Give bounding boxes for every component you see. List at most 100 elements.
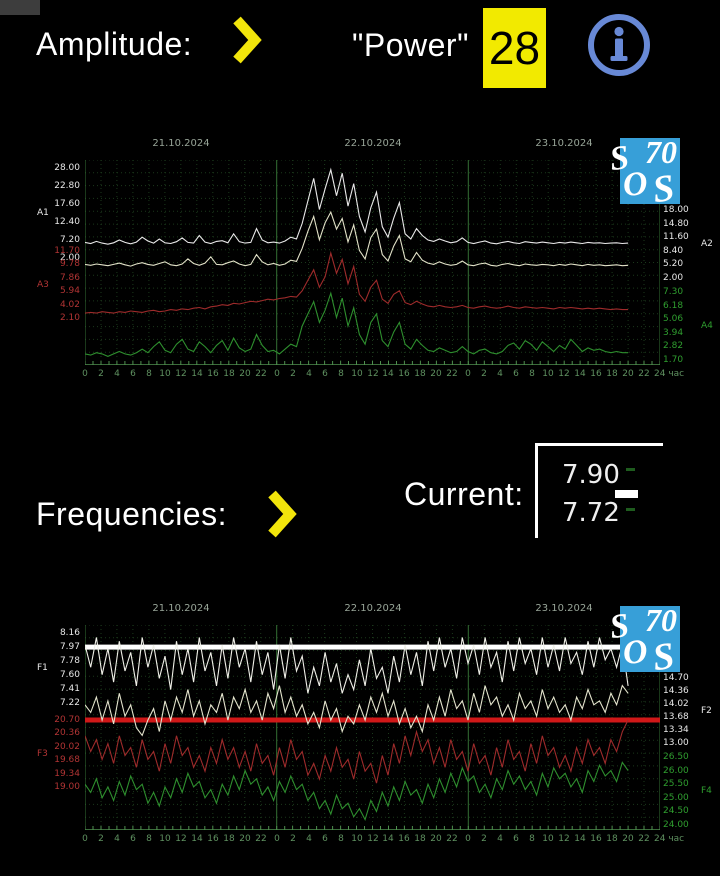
hour-label: 0 [465, 834, 471, 844]
hour-label: 18 [223, 834, 235, 844]
y-axis-label: 28.00 [54, 163, 80, 173]
axis-name-label: A1 [37, 208, 49, 218]
y-axis-label: 7.41 [59, 684, 80, 694]
y-axis-label: 6.18 [663, 301, 684, 311]
y-axis-label: 2.10 [59, 313, 80, 323]
hour-label: 8 [338, 834, 344, 844]
hour-label: 16 [590, 369, 602, 379]
y-axis-label: 7.20 [59, 235, 80, 245]
y-axis-label: 13.68 [663, 712, 689, 722]
hour-label: 4 [306, 834, 312, 844]
series-A1 [85, 167, 629, 245]
hour-label: 22 [255, 834, 267, 844]
hour-label: 18 [606, 369, 618, 379]
screen-corner-artifact [0, 0, 40, 15]
hour-label: 8 [529, 369, 535, 379]
hour-label: 20 [622, 834, 634, 844]
hour-label: 12 [558, 369, 570, 379]
hour-label: 8 [529, 834, 535, 844]
axis-tick [626, 508, 635, 511]
y-axis-label: 11.60 [663, 232, 689, 242]
y-axis-label: 26.00 [663, 766, 689, 776]
y-axis-label: 13.34 [663, 725, 689, 735]
amplitude-expand-chevron-icon[interactable] [233, 16, 263, 71]
logo-letter: 70 [645, 602, 677, 638]
y-axis-label: 25.00 [663, 793, 689, 803]
amplitude-chart[interactable] [85, 160, 660, 365]
hour-label: 14 [191, 369, 203, 379]
axis-name-label: A2 [701, 239, 713, 249]
y-axis-label: 7.22 [59, 698, 80, 708]
sos70-logo-background [620, 138, 680, 204]
hour-label: 0 [274, 369, 280, 379]
hour-label: 4 [114, 834, 120, 844]
frequencies-expand-chevron-icon[interactable] [268, 490, 298, 545]
y-axis-label: 22.80 [54, 181, 80, 191]
y-axis-label: 14.80 [663, 219, 689, 229]
hour-label: 14 [382, 369, 394, 379]
power-value-badge[interactable]: 28 [483, 8, 546, 88]
hour-label: 10 [542, 369, 554, 379]
series-A4 [85, 291, 629, 357]
current-label: Current: [404, 476, 524, 512]
logo-letter: O [621, 632, 650, 673]
axis-name-label: A3 [37, 280, 49, 290]
hour-label: 2 [481, 369, 487, 379]
hour-label: 20 [430, 834, 442, 844]
hour-label: 24 час [654, 834, 685, 844]
frequencies-chart[interactable] [85, 625, 660, 830]
hour-label: 18 [414, 369, 426, 379]
hour-label: 18 [414, 834, 426, 844]
sos70-logo: S 70 O S [607, 134, 690, 220]
date-label: 23.10.2024 [535, 603, 593, 614]
hour-label: 16 [207, 369, 219, 379]
hour-label: 4 [114, 369, 120, 379]
hour-label: 22 [446, 369, 458, 379]
hour-label: 2 [481, 834, 487, 844]
hour-label: 6 [322, 834, 328, 844]
hour-label: 22 [638, 369, 650, 379]
axis-name-label: F3 [37, 749, 48, 759]
hour-label: 2 [98, 369, 104, 379]
hour-label: 12 [175, 369, 187, 379]
hour-label: 4 [497, 369, 503, 379]
y-axis-label: 13.00 [663, 738, 689, 748]
y-axis-label: 7.30 [663, 287, 684, 297]
date-label: 22.10.2024 [344, 138, 402, 149]
sos70-logo: S 70 O S [607, 602, 690, 688]
hour-label: 14 [574, 369, 586, 379]
y-axis-label: 14.36 [663, 686, 689, 696]
current-value-readout: 7.90 7.72 [535, 443, 663, 538]
frequencies-section-label: Frequencies: [36, 496, 227, 532]
hour-label: 16 [207, 834, 219, 844]
hour-label: 2 [290, 369, 296, 379]
y-axis-label: 2.00 [663, 273, 684, 283]
hour-label: 4 [497, 834, 503, 844]
hour-label: 4 [306, 369, 312, 379]
y-axis-label: 7.97 [59, 642, 80, 652]
y-axis-label: 5.06 [663, 314, 684, 324]
hour-label: 14 [191, 834, 203, 844]
hour-label: 10 [542, 834, 554, 844]
hour-label: 20 [239, 834, 251, 844]
hour-label: 12 [367, 369, 379, 379]
y-axis-label: 7.60 [59, 670, 80, 680]
info-icon[interactable] [586, 12, 652, 78]
logo-letter: 70 [645, 134, 677, 170]
hour-label: 0 [274, 834, 280, 844]
series-F2 [85, 684, 629, 737]
hour-label: 24 час [654, 369, 685, 379]
axis-name-label: F4 [701, 786, 712, 796]
y-axis-label: 1.70 [663, 355, 684, 365]
hour-label: 6 [130, 834, 136, 844]
hour-label: 20 [430, 369, 442, 379]
series-A2 [85, 210, 629, 267]
y-axis-label: 24.00 [663, 820, 689, 830]
axis-name-label: F2 [701, 706, 712, 716]
y-axis-label: 7.78 [59, 656, 80, 666]
hour-label: 10 [159, 834, 171, 844]
sos70-logo-background [620, 606, 680, 672]
date-label: 22.10.2024 [344, 603, 402, 614]
y-axis-label: 20.36 [54, 728, 80, 738]
hour-label: 6 [513, 369, 519, 379]
